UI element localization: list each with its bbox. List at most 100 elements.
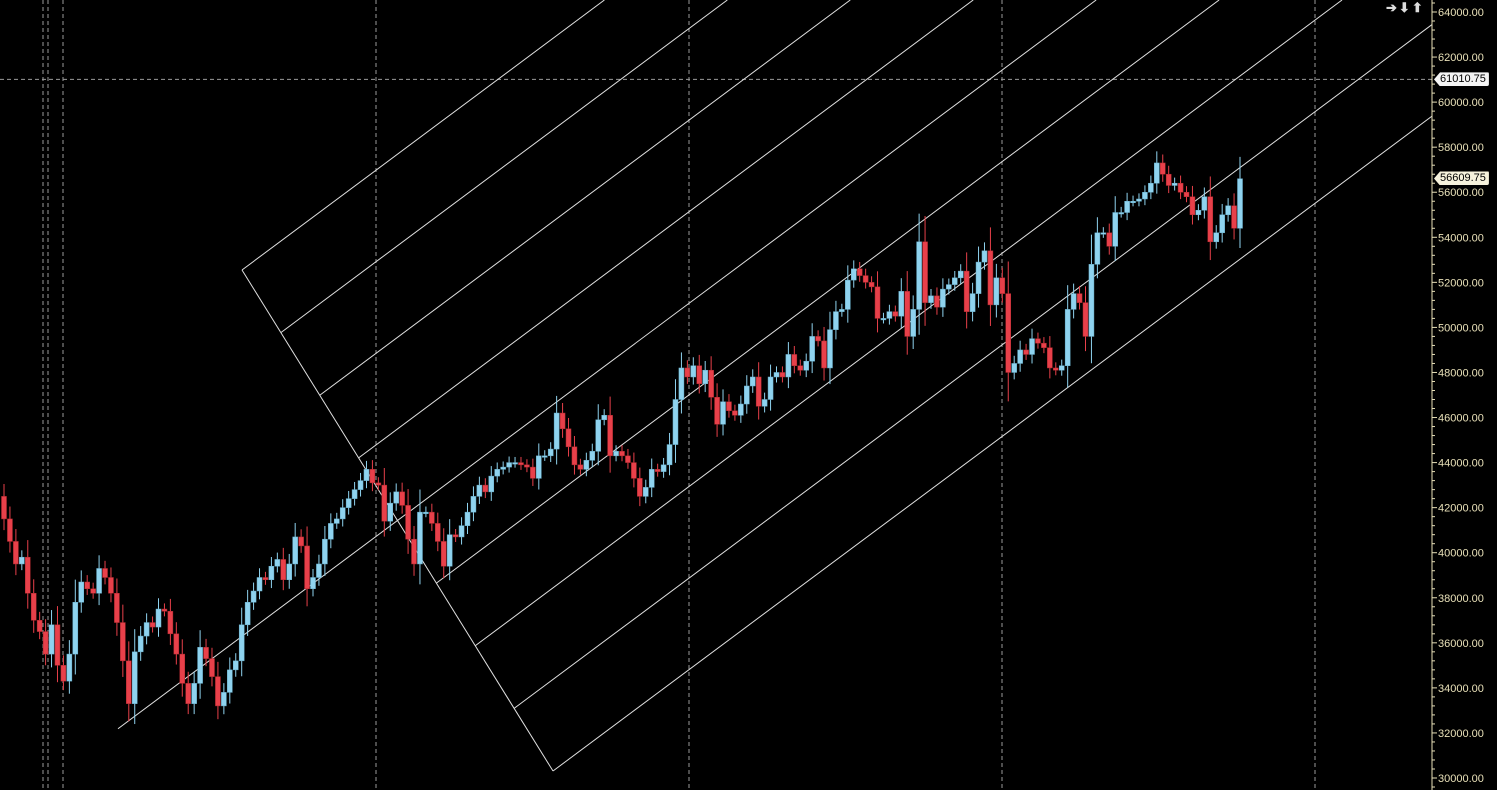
- candle-body: [1195, 210, 1202, 216]
- candle-body: [179, 653, 186, 684]
- candle-body: [946, 284, 952, 290]
- price-axis-label: 58000.00: [1438, 142, 1484, 154]
- channel-lines[interactable]: [117, 0, 1433, 772]
- candle-body: [744, 385, 750, 405]
- candle-body: [512, 462, 518, 465]
- candle-body: [1183, 191, 1190, 197]
- candle-body: [1112, 212, 1118, 247]
- candle-body: [1064, 309, 1071, 366]
- candle-body: [1201, 196, 1208, 211]
- candle-body: [975, 261, 982, 294]
- crosshair-price-label: 61010.75: [1434, 72, 1489, 87]
- candle-body: [155, 608, 162, 628]
- candle-body: [940, 288, 946, 308]
- candle-body: [1058, 365, 1065, 371]
- arrow-down-icon[interactable]: ⬇: [1398, 0, 1410, 15]
- candle-body: [613, 451, 619, 457]
- candle-body: [1124, 200, 1130, 213]
- arrow-up-icon[interactable]: ⬆: [1411, 0, 1423, 15]
- price-axis[interactable]: 64000.00 62000.00 60000.00 58000.00 56000.00…: [1431, 0, 1484, 790]
- candle-body: [791, 354, 798, 366]
- candle-body: [250, 590, 257, 603]
- candle-body: [66, 653, 73, 682]
- candle-body: [209, 658, 215, 677]
- candle-body: [411, 538, 417, 565]
- price-axis-label: 54000.00: [1438, 232, 1484, 244]
- candle-body: [351, 489, 358, 499]
- candle-body: [702, 369, 708, 384]
- candle-body: [690, 365, 697, 378]
- candle-body: [672, 399, 679, 445]
- candle-body: [856, 268, 863, 276]
- candle-body: [553, 412, 560, 450]
- candle-body: [1100, 232, 1107, 235]
- candle-body: [868, 282, 875, 288]
- candles: [1, 151, 1243, 725]
- candle-body: [393, 491, 399, 504]
- candle-body: [874, 286, 881, 319]
- candle-body: [227, 669, 233, 693]
- candle-body: [470, 496, 477, 513]
- channel-line[interactable]: [280, 0, 728, 334]
- candle-body: [435, 523, 441, 542]
- price-axis-label: 48000.00: [1438, 367, 1484, 379]
- channel-line[interactable]: [436, 0, 1220, 584]
- candle-body: [1041, 342, 1047, 348]
- candle-body: [185, 683, 191, 704]
- candle-body: [221, 692, 227, 707]
- candle-body: [601, 415, 607, 421]
- candle-body: [898, 291, 905, 317]
- price-axis-label: 60000.00: [1438, 97, 1484, 109]
- candle-body: [488, 475, 495, 493]
- price-axis-label: 30000.00: [1438, 773, 1484, 785]
- candle-body: [1225, 205, 1231, 216]
- candle-body: [1160, 162, 1166, 175]
- candle-body: [1106, 232, 1113, 247]
- candle-body: [815, 336, 821, 342]
- candle-body: [987, 250, 994, 306]
- candle-body: [375, 482, 382, 486]
- candle-body: [1023, 349, 1029, 355]
- candle-body: [583, 460, 590, 470]
- candle-body: [779, 372, 786, 378]
- candle-body: [137, 635, 144, 653]
- candle-body: [167, 611, 174, 635]
- channel-line[interactable]: [319, 0, 851, 396]
- channel-line[interactable]: [513, 24, 1433, 709]
- candle-body: [714, 397, 720, 425]
- candle-body: [969, 293, 976, 312]
- candle-body: [530, 466, 536, 479]
- candle-body: [268, 565, 275, 580]
- candle-body: [96, 568, 102, 594]
- candle-body: [803, 360, 809, 371]
- candle-body: [767, 376, 774, 400]
- arrow-right-icon[interactable]: ➔: [1386, 0, 1397, 15]
- candle-body: [1047, 347, 1053, 369]
- candle-body: [833, 311, 839, 330]
- candle-body: [595, 419, 601, 452]
- candle-body: [565, 428, 572, 448]
- channel-line[interactable]: [117, 0, 1097, 730]
- candle-body: [631, 462, 637, 479]
- channel-line[interactable]: [358, 0, 974, 459]
- candle-body: [322, 538, 328, 565]
- candle-body: [494, 469, 500, 477]
- candle-body: [981, 250, 988, 263]
- candle-body: [761, 399, 768, 407]
- candle-body: [1094, 232, 1101, 265]
- candle-body: [773, 372, 780, 378]
- candle-body: [696, 365, 702, 384]
- candle-body: [161, 608, 168, 612]
- candle-body: [684, 367, 691, 378]
- price-axis-label: 44000.00: [1438, 458, 1484, 470]
- candle-body: [1165, 173, 1172, 186]
- candle-body: [726, 401, 732, 412]
- candle-body: [274, 559, 281, 567]
- channel-line[interactable]: [552, 115, 1433, 772]
- candle-body: [72, 602, 79, 655]
- candle-body: [1, 496, 7, 520]
- candle-body: [607, 415, 613, 457]
- candle-body: [25, 556, 31, 594]
- channel-line[interactable]: [241, 0, 605, 271]
- candle-body: [821, 340, 827, 369]
